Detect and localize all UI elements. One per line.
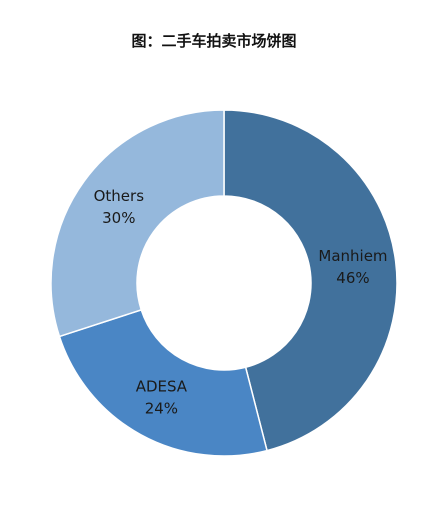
donut-slice [58,308,268,457]
slice-label: Others [94,187,145,205]
slice-value-label: 46% [336,269,369,287]
donut-slice [223,109,398,452]
slice-value-label: 30% [102,209,135,227]
slice-label: Manhiem [318,247,387,265]
chart-title: 图：二手车拍卖市场饼图 [131,32,296,50]
donut-slice [50,109,225,338]
slice-label: ADESA [136,377,188,395]
slice-value-label: 24% [145,399,178,417]
